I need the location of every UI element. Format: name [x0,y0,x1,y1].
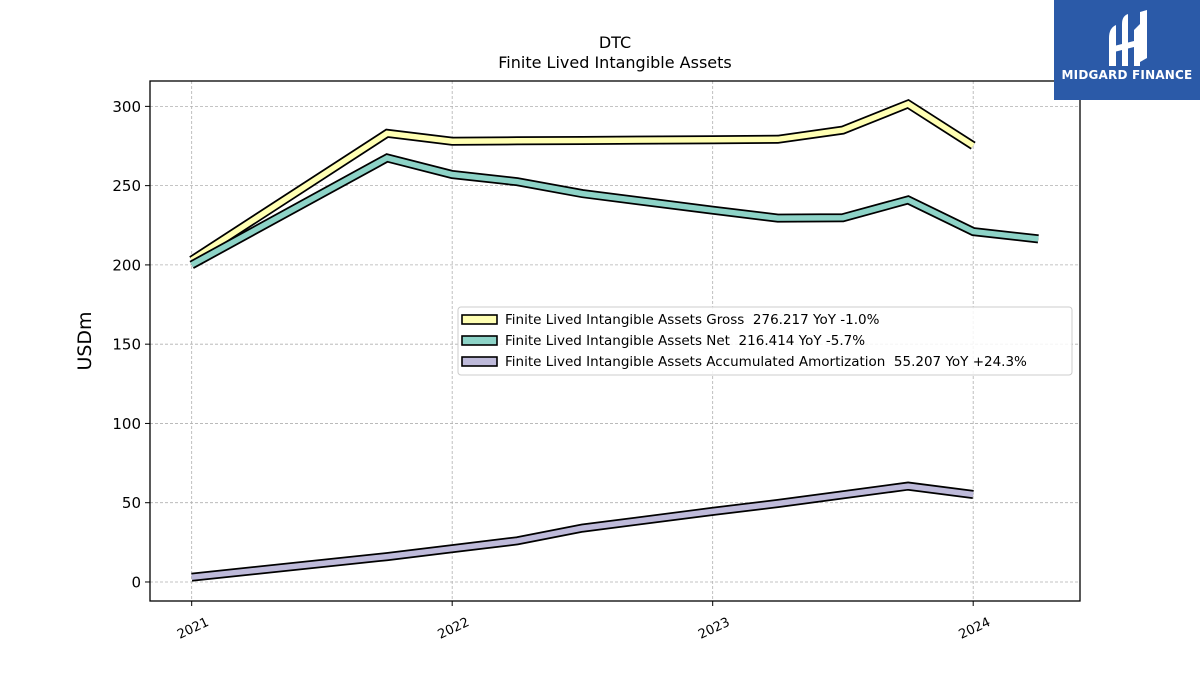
series-1-line [190,154,1039,268]
axis-ticks: 0 50 100 150 200 250 300 2021 2022 2023 2024 [112,98,993,643]
chart-subtitle: Finite Lived Intangible Assets [498,53,731,72]
legend-swatch [461,335,498,346]
logo-text: MIDGARD FINANCE [1061,68,1193,82]
y-tick-label: 0 [131,573,141,591]
x-tick-label: 2022 [436,615,472,643]
x-tick-label: 2021 [175,615,211,643]
legend-box [457,306,1073,376]
legend-label: Finite Lived Intangible Assets Accumulat… [505,354,1027,370]
x-tick-label: 2024 [957,615,993,643]
series-0-line [190,100,975,263]
y-tick-label: 250 [112,177,141,195]
legend: Finite Lived Intangible Assets Gross 276… [457,306,1073,376]
x-tick-label: 2023 [696,615,732,643]
legend-label: Finite Lived Intangible Assets Gross 276… [505,312,880,328]
legend-swatch [461,314,498,325]
y-tick-label: 50 [122,494,141,512]
midgard-finance-logo: MIDGARD FINANCE [1054,0,1200,100]
midgard-logo-icon [1109,10,1147,66]
plot-frame [149,80,1081,602]
y-tick-label: 100 [112,415,141,433]
chart-title: DTC [599,33,631,52]
legend-label: Finite Lived Intangible Assets Net 216.4… [505,333,865,349]
y-tick-label: 200 [112,256,141,274]
legend-swatch [461,356,498,367]
y-tick-label: 300 [112,98,141,116]
y-tick-label: 150 [112,336,141,354]
series-layer [189,98,1039,582]
series-2-line [191,483,974,580]
y-axis-label: USDm [74,311,96,370]
